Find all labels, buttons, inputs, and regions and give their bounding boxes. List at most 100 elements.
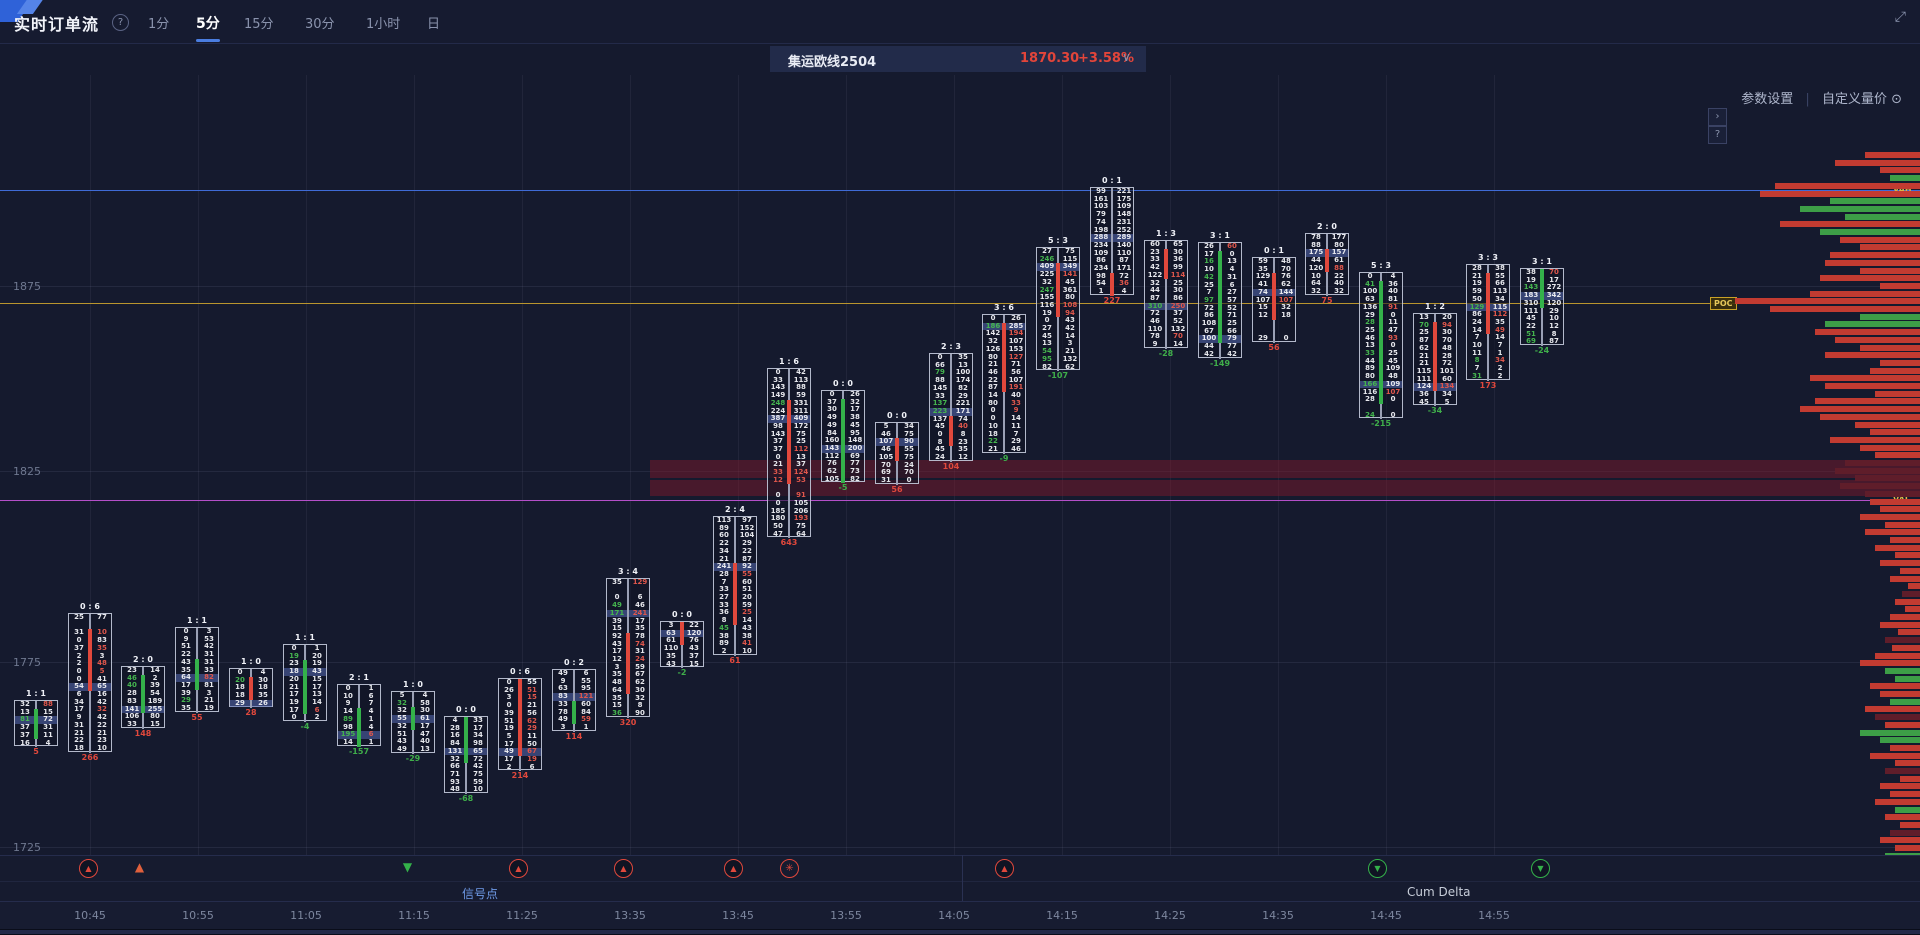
custom-volume-price-button[interactable]: 自定义量价 — [1821, 92, 1887, 107]
tab-15分[interactable]: 15分 — [244, 17, 274, 32]
footprint-row: 32 30 — [397, 706, 430, 715]
footprint-row: 171 241 — [609, 608, 648, 617]
candle-delta-footer: -149 — [1209, 358, 1231, 368]
candle-box: 0 4 41 36 100 40 63 81 136 91 29 0 28 11 25 47 46 93 13 0 33… — [1359, 272, 1403, 420]
collapse-panel-button[interactable]: › — [1708, 108, 1727, 126]
signal-icon[interactable]: ▲ — [614, 859, 633, 878]
footprint-row: 51 42 — [181, 642, 214, 651]
footprint-row: 33 51 — [719, 585, 752, 594]
footprint-row: 92 78 — [612, 631, 645, 640]
candle-delta-footer: 214 — [511, 771, 529, 781]
help-panel-button[interactable]: ? — [1708, 126, 1727, 144]
tab-5分[interactable]: 5分 — [196, 13, 220, 42]
help-icon[interactable]: ? — [112, 14, 129, 31]
footprint-row: 22 31 — [181, 650, 214, 659]
footprint-row: 32 25 — [1150, 278, 1183, 287]
footprint-row: 37 31 — [20, 723, 53, 732]
footprint-candle: 3 : 4 35 129 0 6 49 46 171 241 39 17 15 35 92 78 43 74 17… — [606, 567, 650, 727]
footprint-row: 39 17 — [612, 616, 645, 625]
time-gridline — [306, 75, 307, 855]
volume-profile-bar — [1800, 205, 1920, 212]
footprint-row: 234 171 — [1093, 264, 1132, 272]
footprint-row: 129 76 — [1255, 272, 1291, 281]
signal-icon[interactable]: ▼ — [1368, 859, 1387, 878]
footprint-row: 49 13 — [397, 744, 430, 753]
signal-icon[interactable]: ▼ — [402, 860, 413, 874]
signal-icon[interactable]: ▲ — [509, 859, 528, 878]
footprint-row: 88 174 — [935, 376, 971, 385]
candle-box: 0 1 10 6 9 7 14 4 89 1 98 4 195 6 14 1 — [337, 684, 381, 747]
footprint-row: 131 65 — [447, 746, 483, 755]
tab-日[interactable]: 日 — [427, 17, 441, 32]
footprint-row: 27 42 — [1042, 324, 1075, 332]
footprint-row: 28 55 — [719, 569, 752, 578]
footprint-row: 149 59 — [770, 391, 806, 400]
contract-selector[interactable]: 集运欧线2504 1870.30 +3.58% ∨ — [770, 46, 1146, 72]
footprint-row: 66 13 — [935, 360, 968, 369]
volume-profile-bar — [1855, 475, 1920, 482]
footprint-row: 64 40 — [1311, 279, 1344, 288]
candle-box: 0 3 9 53 51 42 22 31 43 31 35 33 64 82 17 81 39 3 29 21 35 19 — [175, 627, 219, 713]
footprint-row: 112 69 — [824, 451, 860, 460]
candle-body — [1272, 273, 1276, 320]
footprint-row: 25 30 — [1419, 328, 1452, 337]
price-axis-label: 1825 — [13, 465, 41, 478]
volume-profile-bar — [1860, 344, 1920, 351]
footprint-row: 15 32 — [1258, 303, 1291, 312]
footprint-row: 21 87 — [719, 554, 752, 563]
footprint-row: 225 141 — [1039, 270, 1078, 279]
footprint-row: 49 38 — [827, 413, 860, 422]
footprint-candle: 1 : 1 0 1 19 20 23 19 18 43 20 15 21 17 17 13 19 14 17 6 0 2… — [283, 633, 327, 731]
footprint-chart-canvas[interactable]: 1875182517751725POCVAHVAL1 : 13288131581… — [0, 75, 1920, 875]
price-gridline — [0, 471, 1920, 472]
volume-profile-bar — [1895, 552, 1920, 559]
candle-delta-footer: 114 — [565, 731, 583, 741]
panel-divider — [962, 855, 963, 901]
candle-box: 59 48 35 70 129 76 41 62 74 144 107 107 15 32 12 18 29 0 — [1252, 257, 1296, 343]
footprint-row: 17 32 — [74, 705, 107, 714]
time-axis[interactable]: 10:45 10:55 11:05 11:15 11:25 13:35 13:45 13:55… — [0, 901, 1920, 930]
footprint-row: 33 124 — [773, 468, 809, 477]
tab-30分[interactable]: 30分 — [305, 17, 335, 32]
candle-box: 23 14 46 2 40 39 28 54 83 189 141 255 106 80 33 15 — [121, 666, 165, 729]
candle-body — [1379, 280, 1383, 404]
signal-icon[interactable]: ▲ — [134, 860, 145, 874]
tab-1小时[interactable]: 1小时 — [366, 17, 401, 32]
candle-delta-header: 2 : 0 — [1317, 222, 1337, 231]
signal-icon[interactable]: ▲ — [724, 859, 743, 878]
signal-icon[interactable]: ▼ — [1531, 859, 1550, 878]
signal-icon[interactable]: ✳ — [780, 859, 799, 878]
signal-icon[interactable]: ▲ — [995, 859, 1014, 878]
footprint-row: 33 60 — [558, 699, 591, 708]
expand-icon[interactable]: ⤢ — [1894, 9, 1906, 25]
footprint-row: 31 22 — [74, 720, 107, 729]
candle-delta-footer: 104 — [942, 461, 960, 471]
gear-icon[interactable]: ⊙ — [1891, 92, 1902, 107]
chart-scrollbar[interactable] — [0, 929, 1920, 935]
footprint-row: 19 94 — [1042, 308, 1075, 317]
footprint-row: 60 104 — [719, 531, 755, 540]
footprint-row: 33 29 — [935, 391, 968, 400]
footprint-row: 106 80 — [124, 712, 160, 721]
candle-body — [1002, 322, 1006, 392]
footprint-row: 15 8 — [612, 701, 643, 710]
footprint-row: 87 70 — [1419, 336, 1452, 345]
footprint-row: 44 61 — [1311, 256, 1344, 265]
candle-delta-footer: 61 — [729, 655, 741, 665]
footprint-row: 19 20 — [289, 651, 322, 660]
tab-1分[interactable]: 1分 — [148, 17, 170, 32]
volume-profile-bar — [1885, 768, 1920, 774]
footprint-row: 198 252 — [1093, 225, 1132, 234]
settings-button[interactable]: 参数设置 — [1741, 92, 1794, 107]
signal-icon[interactable]: ▲ — [79, 859, 98, 878]
footprint-row: 29 26 — [235, 698, 268, 707]
time-gridline — [90, 75, 91, 855]
footprint-row: 87 191 — [988, 383, 1024, 392]
footprint-row: 100 40 — [1362, 287, 1398, 296]
candle-delta-header: 0 : 1 — [1102, 176, 1122, 185]
candle-delta-header: 0 : 6 — [510, 667, 530, 676]
volume-profile-bar — [1865, 490, 1920, 497]
footprint-row: 18 18 — [235, 683, 268, 692]
top-toolbar: 实时订单流 ? 1分 5分 15分 30分 1小时 日 ⤢ — [0, 0, 1920, 44]
